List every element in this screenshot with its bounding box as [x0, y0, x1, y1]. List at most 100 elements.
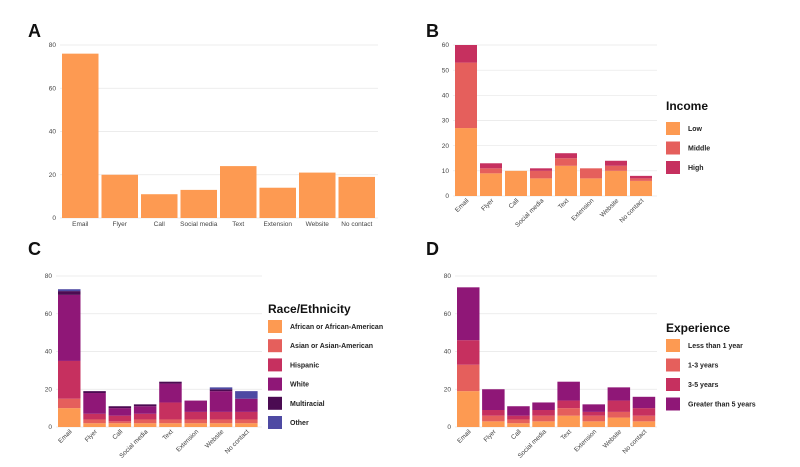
- bar-segment: [582, 411, 605, 416]
- bar-segment: [58, 289, 81, 292]
- y-tick-label: 50: [442, 67, 450, 74]
- legend-swatch: [666, 141, 680, 155]
- bar-segment: [582, 404, 605, 412]
- x-category-label: Text: [557, 197, 571, 211]
- legend: Race/Ethnicity African or African-America…: [268, 302, 383, 429]
- legend-title: Race/Ethnicity: [268, 302, 351, 316]
- bar-segment: [133, 404, 157, 407]
- x-category-label: Email: [454, 197, 471, 214]
- x-category-label: No contact: [618, 197, 645, 224]
- bar-segment: [605, 170, 627, 196]
- bar-segment: [482, 421, 505, 427]
- y-tick-label: 40: [49, 129, 57, 136]
- bar-segment: [557, 381, 580, 401]
- bar: [180, 189, 217, 218]
- bar-segment: [482, 410, 505, 416]
- bar: [220, 166, 257, 218]
- x-category-label: Social media: [180, 221, 218, 228]
- bar-segment: [209, 423, 233, 427]
- bar-segment: [457, 340, 480, 365]
- y-tick-label: 40: [444, 349, 452, 356]
- x-category-label: Flyer: [483, 428, 499, 444]
- bar-segment: [482, 389, 505, 411]
- bar-segment: [159, 419, 182, 424]
- bar-segment: [159, 381, 182, 384]
- y-tick-label: 60: [49, 85, 57, 92]
- legend-label: African or African-American: [290, 324, 383, 331]
- bar-segment: [184, 400, 207, 412]
- y-tick-label: 0: [445, 193, 449, 200]
- bar: [101, 174, 138, 218]
- x-category-label: Extension: [570, 197, 595, 222]
- legend-label: Multiracial: [290, 401, 325, 408]
- legend-swatch: [268, 339, 282, 353]
- legend-label: White: [290, 382, 309, 389]
- bar-segment: [184, 423, 207, 427]
- bar-segment: [457, 391, 480, 427]
- bar-segment: [607, 417, 631, 427]
- bar-segment: [184, 419, 207, 424]
- bar-segment: [532, 415, 555, 422]
- bar-segment: [607, 400, 631, 412]
- panel-a: A 0 20 40 60 80 Email Flyer Call Social media Text…: [28, 21, 378, 228]
- bar-segment: [83, 391, 106, 394]
- legend-label: Low: [688, 126, 703, 133]
- bar-segment: [108, 406, 132, 409]
- x-category-label: Website: [602, 428, 624, 450]
- x-category-label: Email: [57, 428, 74, 445]
- bar-segment: [58, 291, 81, 295]
- legend-swatch: [666, 358, 680, 372]
- bar-segment: [58, 360, 81, 399]
- bar-segment: [235, 391, 258, 399]
- bar-segment: [557, 400, 580, 409]
- panel-letter: A: [28, 21, 41, 41]
- legend-label: Middle: [688, 146, 710, 153]
- legend-label: Other: [290, 420, 309, 427]
- bar-segment: [632, 415, 656, 422]
- bar: [141, 194, 178, 218]
- legend-label: Hispanic: [290, 362, 319, 369]
- y-tick-label: 80: [444, 273, 452, 280]
- x-category-label: Call: [510, 428, 523, 441]
- legend-label: 3-5 years: [688, 382, 718, 389]
- legend-swatch: [268, 396, 282, 410]
- bar: [62, 53, 99, 219]
- bar-segment: [480, 168, 502, 174]
- legend-label: High: [688, 165, 704, 172]
- x-category-label: Flyer: [113, 221, 128, 228]
- bar-segment: [83, 419, 106, 424]
- x-category-label: Flyer: [84, 428, 100, 444]
- bar-segment: [605, 160, 627, 166]
- legend-swatch: [666, 378, 680, 391]
- y-tick-label: 80: [45, 273, 53, 280]
- legend: Experience Less than 1 year 1-3 years 3-5 y…: [666, 321, 756, 411]
- bar-segment: [455, 128, 477, 196]
- x-category-label: Call: [154, 221, 166, 228]
- x-category-label: No contact: [341, 221, 372, 228]
- y-tick-label: 0: [52, 215, 56, 222]
- bar-segment: [582, 421, 605, 427]
- x-category-label: Flyer: [480, 197, 496, 213]
- legend: Income Low Middle High: [666, 99, 710, 174]
- y-tick-label: 20: [444, 386, 452, 393]
- x-category-label: Text: [232, 221, 244, 228]
- bar-segment: [58, 408, 81, 427]
- bar-segment: [632, 396, 656, 409]
- legend-swatch: [268, 416, 282, 429]
- bar-segment: [133, 419, 157, 424]
- bar-segment: [457, 287, 480, 341]
- bar-segment: [507, 415, 530, 420]
- bar-segment: [209, 389, 233, 392]
- bar-segment: [580, 168, 602, 179]
- legend-swatch: [666, 339, 680, 352]
- bar-segment: [108, 408, 132, 416]
- bar-segment: [630, 178, 652, 181]
- y-tick-label: 30: [442, 118, 450, 125]
- bar-segment: [530, 178, 552, 196]
- x-category-label: Call: [111, 428, 124, 441]
- legend-label: Asian or Asian-American: [290, 343, 373, 350]
- bar-segment: [505, 170, 527, 196]
